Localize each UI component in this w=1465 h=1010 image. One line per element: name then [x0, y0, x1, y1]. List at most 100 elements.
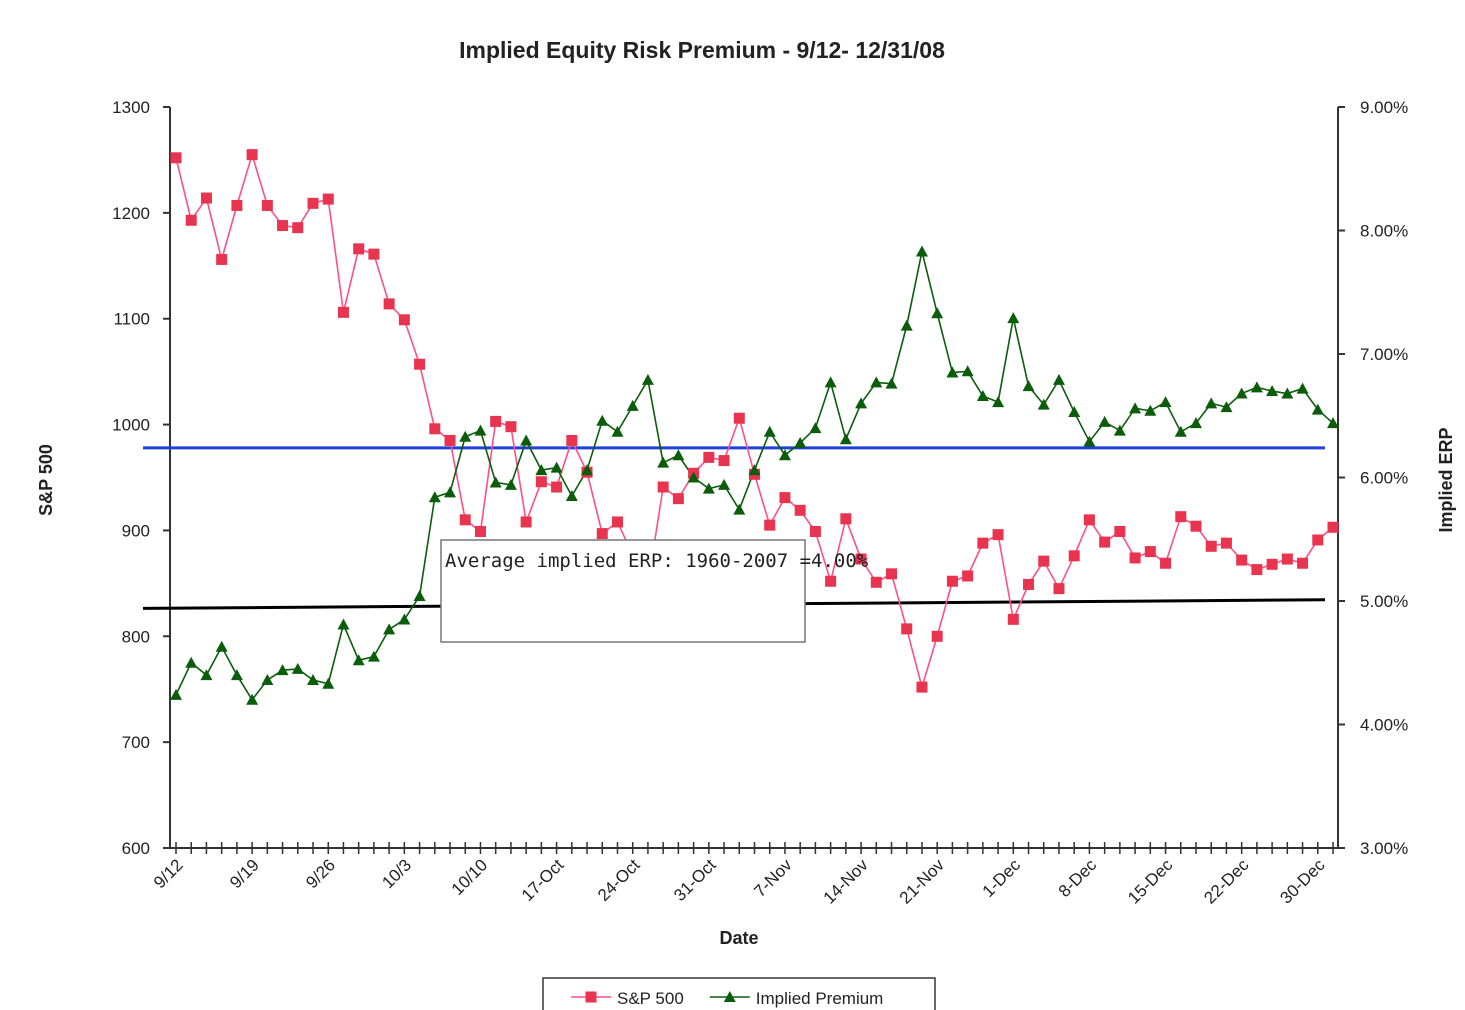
point-marker: [565, 490, 578, 502]
point-marker: [611, 516, 623, 528]
point-marker: [596, 528, 608, 540]
point-marker: [1083, 514, 1095, 526]
legend-marker: [585, 991, 597, 1003]
point-marker: [1083, 435, 1096, 447]
point-marker: [626, 399, 639, 411]
point-marker: [870, 576, 882, 588]
point-marker: [915, 245, 928, 257]
point-marker: [870, 376, 883, 388]
annotation-box: [440, 539, 806, 643]
point-marker: [611, 425, 624, 437]
point-marker: [231, 199, 243, 211]
y2-tick-label: 4.00%: [1360, 716, 1408, 735]
point-marker: [779, 492, 791, 504]
point-marker: [292, 222, 304, 234]
point-marker: [490, 415, 502, 427]
point-marker: [520, 434, 533, 446]
point-marker: [1281, 387, 1294, 399]
point-marker: [474, 424, 487, 436]
point-marker: [1022, 380, 1035, 392]
point-marker: [1297, 557, 1309, 569]
point-marker: [566, 434, 578, 446]
point-marker: [1144, 546, 1156, 558]
point-marker: [277, 220, 289, 232]
y-axis-title: S&P 500: [36, 444, 56, 516]
point-marker: [200, 192, 212, 204]
point-marker: [1114, 525, 1126, 537]
y-tick-label: 1300: [112, 98, 150, 117]
point-marker: [733, 412, 745, 424]
point-marker: [246, 693, 259, 705]
point-marker: [992, 396, 1005, 408]
point-marker: [1220, 401, 1233, 413]
point-marker: [794, 436, 807, 448]
point-marker: [763, 425, 776, 437]
point-marker: [200, 669, 213, 681]
point-marker: [291, 662, 304, 674]
point-marker: [368, 248, 380, 260]
point-marker: [992, 529, 1004, 541]
point-marker: [367, 650, 380, 662]
point-marker: [1205, 397, 1218, 409]
point-marker: [216, 253, 228, 265]
point-marker: [672, 493, 684, 505]
point-marker: [1312, 534, 1324, 546]
point-marker: [778, 449, 791, 461]
point-marker: [535, 464, 548, 476]
y-tick-label: 1200: [112, 204, 150, 223]
y2-tick-label: 7.00%: [1360, 345, 1408, 364]
x-tick-label: 9/12: [150, 855, 187, 892]
y-tick-label: 700: [122, 733, 150, 752]
point-marker: [413, 590, 426, 602]
point-marker: [185, 214, 197, 226]
x-tick-label: 10/10: [448, 855, 492, 899]
legend-marker: [723, 991, 736, 1002]
point-marker: [383, 298, 395, 310]
point-marker: [504, 478, 517, 490]
y2-tick-label: 8.00%: [1360, 222, 1408, 241]
point-marker: [322, 193, 334, 205]
point-marker: [429, 423, 441, 435]
y-tick-label: 1100: [113, 310, 150, 329]
point-marker: [246, 149, 258, 161]
point-marker: [855, 553, 867, 565]
point-marker: [505, 421, 517, 433]
point-marker: [946, 366, 959, 378]
point-marker: [1327, 417, 1339, 429]
point-marker: [1266, 558, 1278, 570]
x-tick-label: 1-Dec: [979, 855, 1025, 901]
point-marker: [1037, 398, 1050, 410]
point-marker: [1281, 553, 1293, 565]
point-marker: [1007, 312, 1020, 324]
point-marker: [855, 397, 868, 409]
point-marker: [900, 319, 913, 331]
x-axis-title: Date: [719, 928, 758, 948]
point-marker: [839, 433, 852, 445]
point-marker: [702, 482, 715, 494]
point-marker: [1052, 373, 1065, 385]
point-marker: [1189, 417, 1202, 429]
point-marker: [230, 669, 243, 681]
point-marker: [809, 422, 822, 434]
point-marker: [657, 481, 669, 493]
point-marker: [946, 575, 958, 587]
point-marker: [581, 464, 594, 476]
point-marker: [733, 503, 746, 515]
point-marker: [886, 568, 898, 580]
y-tick-label: 800: [122, 627, 150, 646]
x-tick-label: 21-Nov: [896, 855, 949, 908]
point-marker: [1174, 425, 1187, 437]
point-marker: [718, 478, 731, 490]
point-marker: [1068, 550, 1080, 562]
point-marker: [824, 376, 837, 388]
x-tick-label: 8-Dec: [1055, 855, 1101, 901]
y2-axis-title: Implied ERP: [1436, 427, 1456, 532]
point-marker: [1327, 521, 1339, 533]
x-tick-label: 10/3: [378, 855, 415, 892]
point-marker: [276, 664, 289, 676]
point-marker: [1129, 402, 1142, 414]
point-marker: [535, 476, 547, 488]
point-marker: [1236, 554, 1248, 566]
point-marker: [596, 414, 609, 426]
